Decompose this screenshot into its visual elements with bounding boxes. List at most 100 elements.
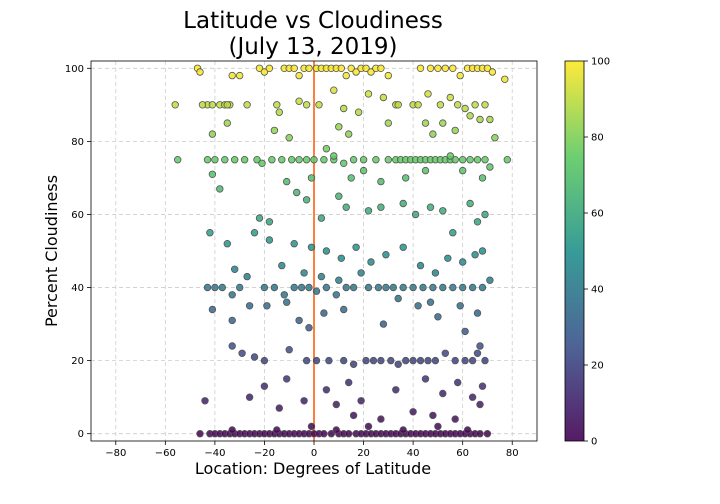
data-point (439, 207, 447, 215)
y-tick-label: 100 (65, 64, 84, 75)
y-tick-label: 0 (78, 429, 84, 440)
data-point (364, 90, 373, 98)
data-point (434, 313, 442, 321)
data-point (364, 422, 373, 431)
data-point (312, 287, 321, 295)
data-point (297, 283, 306, 292)
data-point (223, 239, 231, 248)
x-tick-label: −60 (155, 448, 176, 459)
x-tick-label: 80 (506, 448, 519, 459)
data-point (377, 64, 385, 72)
data-point (340, 356, 348, 365)
chart-title-line2: (July 13, 2019) (228, 34, 397, 60)
colorbar-tick-label: 20 (591, 361, 604, 372)
data-point (377, 415, 385, 423)
data-point (481, 155, 489, 164)
data-point (372, 155, 380, 164)
data-point (302, 356, 311, 365)
data-point (354, 108, 363, 116)
data-point (340, 104, 348, 113)
data-point (473, 309, 482, 317)
data-point (228, 291, 236, 299)
data-point (332, 426, 340, 434)
data-point (426, 203, 435, 211)
data-point (416, 261, 425, 270)
data-point (260, 283, 269, 292)
data-point (320, 155, 328, 164)
data-point (310, 155, 318, 164)
data-point (295, 155, 303, 164)
data-point (461, 104, 469, 113)
data-point (421, 119, 430, 127)
data-point (364, 283, 373, 292)
data-point (322, 386, 331, 394)
data-point (439, 389, 447, 398)
data-point (461, 327, 469, 336)
data-point (449, 64, 457, 72)
data-point (293, 188, 301, 197)
data-point (454, 378, 462, 387)
data-point (258, 159, 266, 167)
data-point (483, 64, 492, 72)
data-point (463, 426, 472, 434)
data-point (359, 166, 368, 175)
y-tick-label: 20 (71, 356, 84, 367)
data-point (434, 64, 442, 72)
data-point (260, 356, 269, 365)
data-point (263, 302, 271, 310)
data-point (377, 356, 385, 365)
data-point (349, 411, 358, 420)
data-point (275, 404, 283, 412)
data-point (481, 101, 489, 109)
data-point (488, 68, 497, 76)
data-point (451, 356, 459, 365)
data-point (421, 166, 430, 175)
data-point (416, 64, 425, 72)
data-point (483, 430, 492, 438)
data-point (501, 75, 509, 83)
data-point (320, 309, 328, 317)
data-point (223, 119, 231, 127)
data-point (471, 250, 479, 259)
data-point (486, 276, 494, 284)
data-point (337, 64, 345, 72)
data-point (377, 177, 385, 186)
data-point (315, 101, 323, 109)
data-point (349, 155, 358, 164)
data-point (283, 177, 291, 186)
data-point (317, 214, 326, 222)
data-point (305, 324, 313, 332)
data-point (307, 243, 316, 251)
data-point (290, 239, 298, 248)
x-tick-label: 0 (311, 448, 317, 459)
data-point (429, 411, 437, 420)
data-point (300, 269, 308, 277)
data-point (255, 64, 264, 72)
data-point (414, 101, 422, 109)
colorbar (564, 60, 585, 442)
data-point (473, 349, 482, 357)
data-point (461, 356, 469, 365)
data-point (367, 258, 375, 266)
data-point (302, 196, 311, 204)
data-point (280, 291, 288, 299)
data-point (322, 283, 331, 292)
data-point (335, 123, 343, 131)
data-point (320, 430, 328, 438)
data-point (456, 71, 464, 80)
data-point (471, 101, 479, 109)
data-point (446, 93, 454, 102)
data-point (419, 283, 427, 292)
data-point (409, 283, 417, 292)
data-point (300, 397, 308, 405)
data-point (235, 283, 244, 292)
data-point (196, 430, 204, 438)
data-point (441, 64, 449, 72)
x-tick-label: −80 (105, 448, 126, 459)
data-point (330, 152, 338, 160)
data-point (379, 93, 388, 102)
data-point (459, 258, 467, 266)
data-point (431, 269, 440, 277)
data-point (424, 356, 432, 365)
